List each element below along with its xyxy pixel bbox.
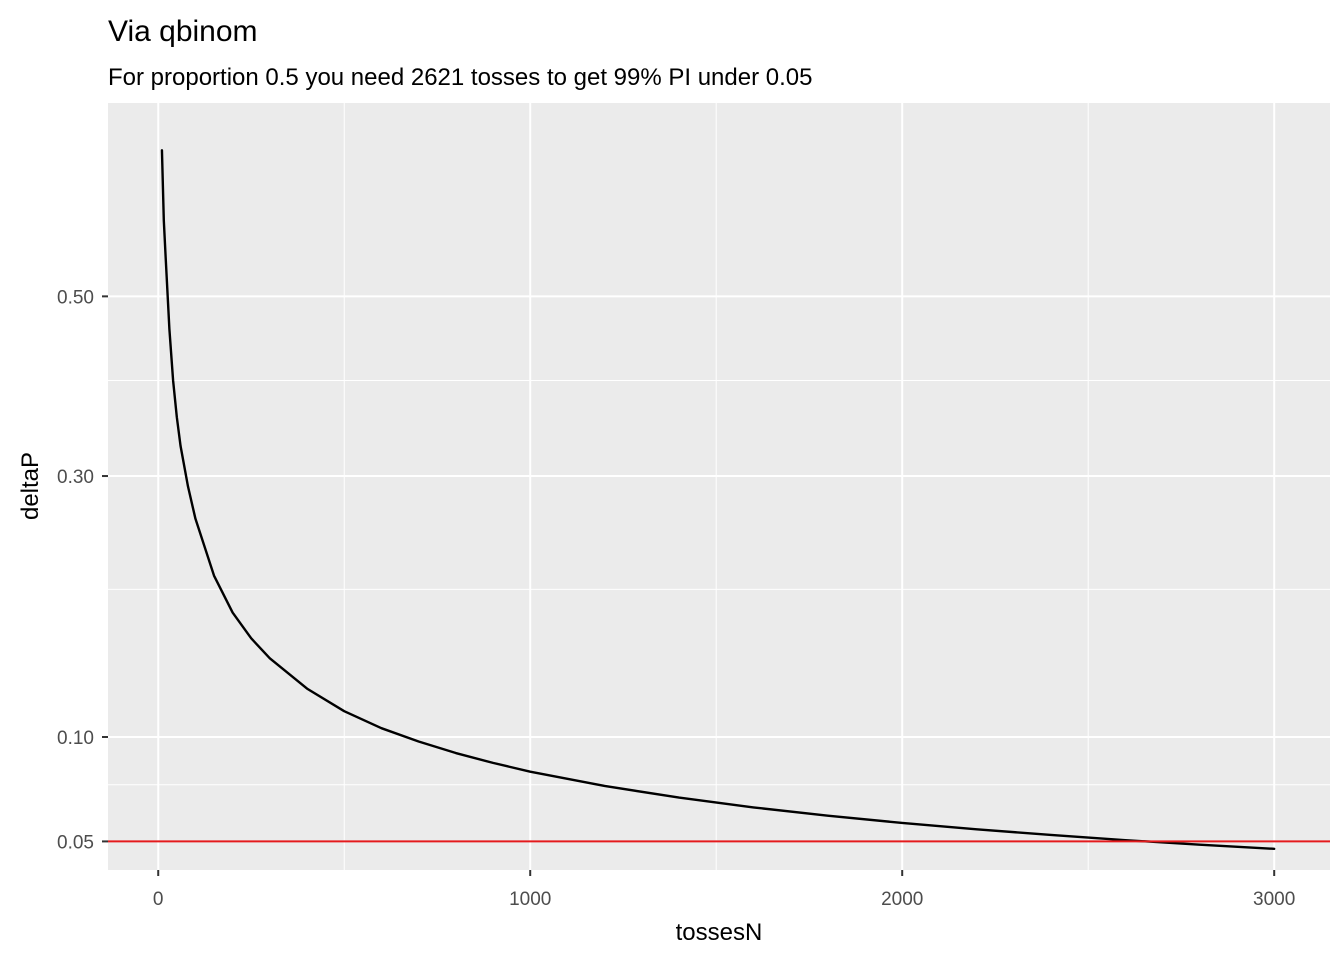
x-axis: 0 1000 2000 3000 [153,870,1295,910]
chart-title: Via qbinom [108,15,258,48]
x-tick-label: 1000 [509,889,551,910]
minor-grid [108,103,1330,870]
x-tick-label: 0 [153,889,164,910]
x-tick-label: 2000 [881,889,923,910]
plot-panel [108,103,1330,870]
x-tick-label: 3000 [1253,889,1295,910]
y-axis-label: deltaP [17,452,44,520]
chart-subtitle: For proportion 0.5 you need 2621 tosses … [108,64,812,91]
x-axis-label: tossesN [676,919,763,946]
series-line [160,149,1276,851]
y-tick-label: 0.30 [57,467,94,488]
y-tick-label: 0.10 [57,728,94,749]
data-layer [108,149,1330,851]
y-tick-label: 0.50 [57,287,94,308]
y-tick-label: 0.05 [57,832,94,853]
y-axis: 0.05 0.10 0.30 0.50 [57,287,108,853]
